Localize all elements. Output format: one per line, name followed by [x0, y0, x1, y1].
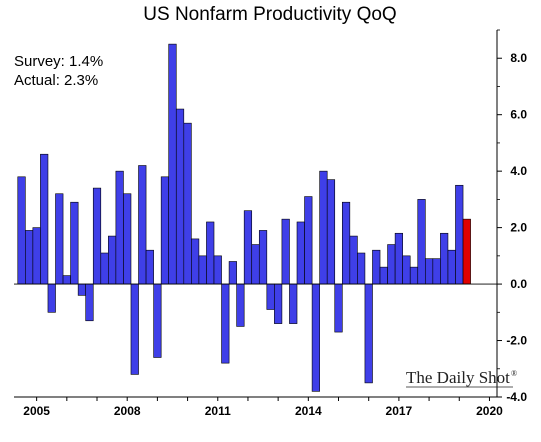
brand-logo: The Daily Shot ®: [406, 368, 517, 388]
bar: [341, 201, 351, 285]
brand-name: The Daily Shot: [406, 368, 510, 387]
bar: [236, 283, 245, 327]
bar: [138, 165, 147, 285]
bar: [92, 187, 102, 285]
bar: [55, 193, 64, 285]
y-tick-label: 4.0: [510, 164, 527, 178]
bar: [296, 221, 305, 285]
bar: [274, 283, 283, 324]
bar: [25, 230, 34, 285]
y-tick-label: 6.0: [510, 108, 527, 122]
bar: [281, 218, 290, 285]
bar: [243, 210, 253, 285]
bar: [115, 170, 124, 285]
bar: [258, 230, 268, 285]
bar: [70, 201, 79, 285]
bar: [364, 283, 373, 384]
bar: [326, 179, 336, 285]
bar: [372, 249, 381, 285]
y-tick-label: -2.0: [506, 334, 527, 348]
bar: [160, 176, 170, 285]
y-tick-label: 0.0: [510, 277, 527, 291]
chart-title: US Nonfarm Productivity QoQ: [143, 4, 396, 25]
bar: [387, 244, 396, 285]
bar: [251, 244, 260, 285]
bar: [62, 275, 71, 285]
bar: [402, 255, 411, 285]
bar: [424, 258, 434, 285]
x-tick-label: 2005: [23, 404, 50, 418]
bar: [17, 176, 26, 285]
x-tick-label: 2011: [205, 404, 231, 418]
bar: [153, 283, 162, 358]
bar: [191, 238, 200, 285]
bar: [432, 258, 441, 285]
bar: [85, 283, 94, 322]
bar: [440, 232, 449, 285]
bar: [130, 283, 139, 375]
bar: [206, 221, 215, 285]
y-axis: 8.0 6.0 4.0 2.0 0.0 -2.0 -4.0: [496, 29, 527, 404]
bar: [47, 283, 56, 313]
bar: [334, 283, 343, 333]
y-tick-label: -4.0: [506, 390, 527, 404]
actual-annotation: Actual: 2.3%: [14, 72, 98, 89]
bar: [319, 170, 328, 285]
bar: [409, 266, 419, 285]
survey-annotation: Survey: 1.4%: [14, 53, 103, 70]
x-tick-label: 2014: [295, 404, 322, 418]
bar: [145, 249, 154, 285]
x-axis: 2005 2008 2011 2014 2017 2020: [14, 396, 503, 418]
bar: [168, 43, 177, 285]
bar: [394, 232, 403, 285]
bar: [417, 199, 426, 285]
bar: [123, 193, 132, 285]
bar: [455, 184, 464, 285]
bar: [100, 252, 109, 285]
x-tick-label: 2008: [114, 404, 141, 418]
bar: [40, 153, 49, 285]
bar: [198, 255, 207, 285]
bar: [228, 261, 237, 285]
bar-series: [14, 43, 497, 392]
brand-registered-mark: ®: [511, 369, 517, 378]
bar: [311, 283, 320, 392]
bar: [357, 252, 366, 285]
bar: [175, 108, 185, 285]
x-tick-label: 2017: [386, 404, 413, 418]
bar: [379, 266, 388, 285]
bar: [447, 249, 456, 285]
x-tick-label: 2020: [476, 404, 503, 418]
bar-latest: [462, 218, 471, 285]
bar: [266, 283, 275, 310]
y-tick-label: 8.0: [510, 51, 527, 65]
bar: [221, 283, 230, 364]
bar: [108, 235, 117, 285]
bar: [183, 122, 192, 285]
bar: [32, 227, 41, 285]
bar: [349, 235, 358, 285]
bar: [213, 255, 222, 285]
bar: [304, 196, 313, 285]
bar: [77, 283, 87, 296]
y-tick-label: 2.0: [510, 221, 527, 235]
bar: [289, 283, 298, 324]
